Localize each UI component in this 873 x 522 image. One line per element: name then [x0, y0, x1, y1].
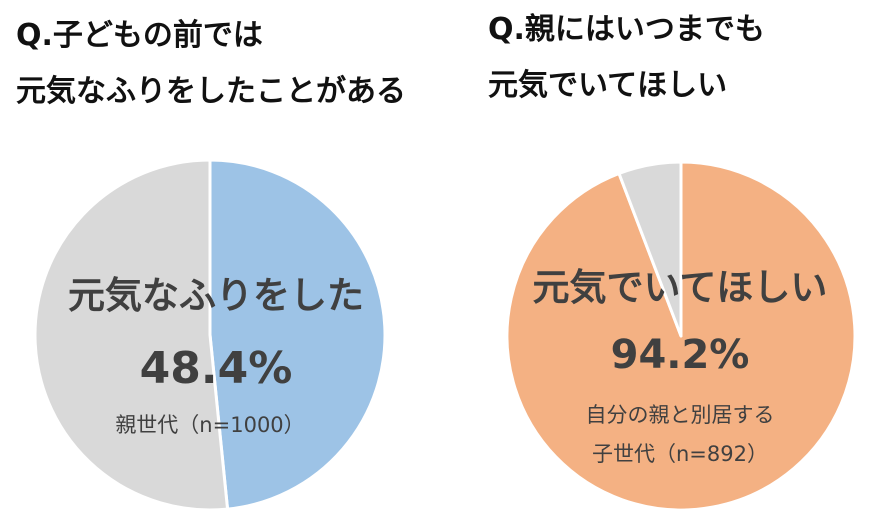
left-chart-panel: Q.子どもの前では 元気なふりをしたことがある 元気なふりをした 48.4% 親… — [0, 0, 436, 522]
right-center-label: 元気でいてほしい — [533, 266, 828, 309]
left-sample-label: 親世代（n=1000） — [115, 413, 304, 437]
left-title-line-2: 元気なふりをしたことがある — [16, 74, 406, 109]
right-chart-panel: Q.親にはいつまでも 元気でいてほしい 元気でいてほしい 94.2% 自分の親と… — [436, 0, 873, 522]
left-pie-slices — [33, 158, 387, 512]
right-sample-line-1: 自分の親と別居する — [586, 403, 775, 427]
left-pie-slice-0 — [208, 158, 387, 511]
left-title-line-1: Q.子どもの前では — [16, 18, 263, 53]
right-title-line-1: Q.親にはいつまでも — [488, 12, 765, 47]
right-sample-line-2: 子世代（n=892） — [592, 442, 768, 466]
left-center-label: 元気なふりをした — [68, 274, 364, 317]
left-value-label: 48.4% — [140, 343, 293, 394]
left-pie-chart: 元気なふりをした 48.4% 親世代（n=1000） — [33, 158, 387, 512]
right-pie-slices — [505, 160, 857, 512]
right-pie-chart: 元気でいてほしい 94.2% 自分の親と別居する 子世代（n=892） — [505, 160, 857, 512]
left-pie-slice-1 — [33, 158, 230, 512]
right-title-line-2: 元気でいてほしい — [488, 68, 728, 103]
right-value-label: 94.2% — [611, 332, 750, 378]
right-pie-slice-1 — [617, 160, 683, 338]
right-chart-title: Q.親にはいつまでも 元気でいてほしい — [488, 2, 765, 114]
left-chart-title: Q.子どもの前では 元気なふりをしたことがある — [16, 8, 406, 120]
